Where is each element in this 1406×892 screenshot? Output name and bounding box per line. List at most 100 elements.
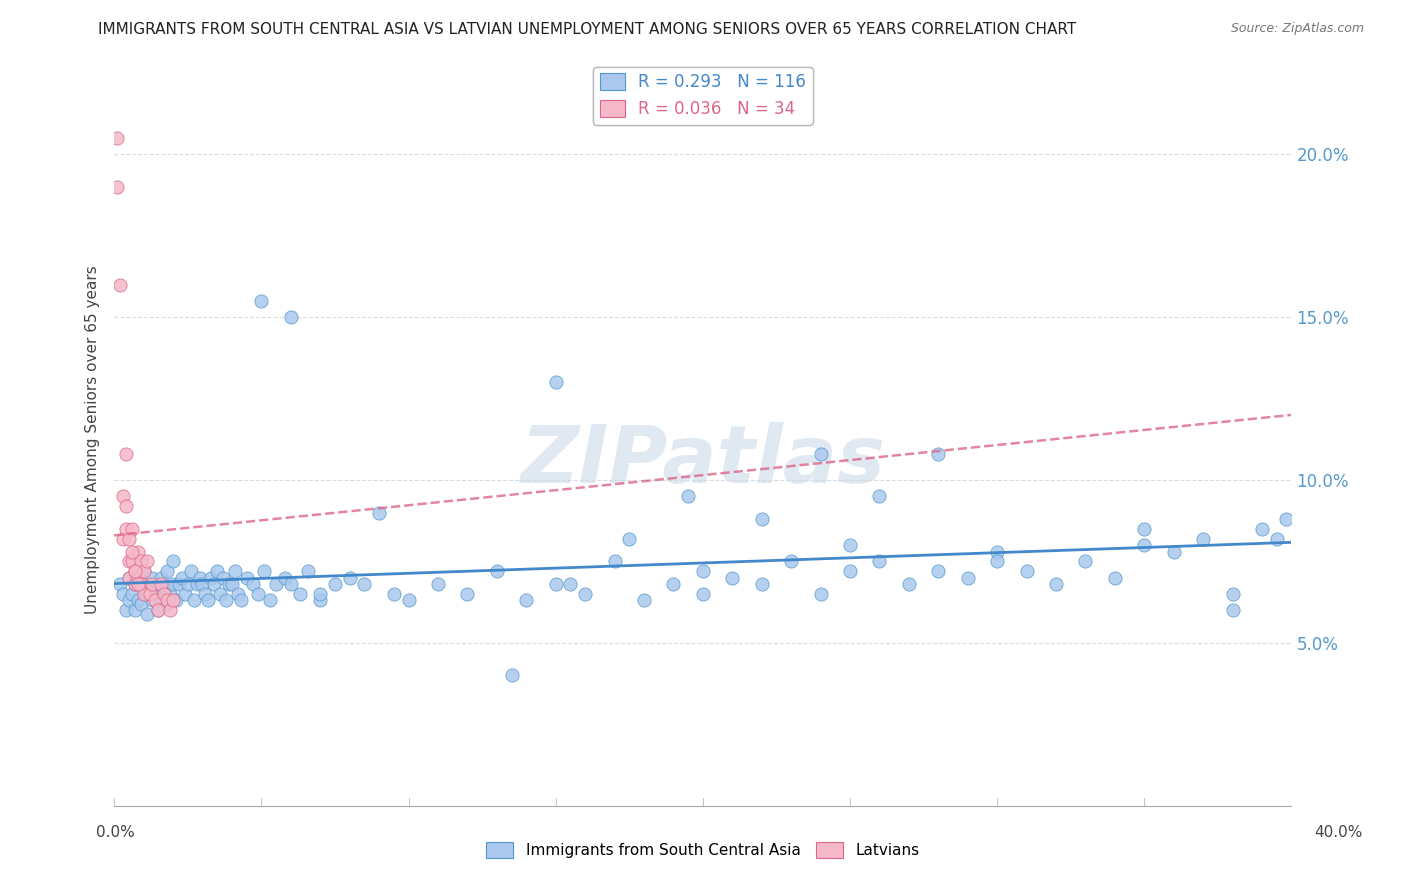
Point <box>1222 587 1244 601</box>
Point <box>574 587 596 601</box>
Point <box>280 577 302 591</box>
Point <box>986 544 1008 558</box>
Point <box>205 564 228 578</box>
Point <box>121 554 143 568</box>
Point <box>544 577 567 591</box>
Point <box>141 571 163 585</box>
Point <box>129 554 152 568</box>
Point <box>1222 603 1244 617</box>
Point <box>1104 571 1126 585</box>
Point <box>156 593 179 607</box>
Point <box>297 564 319 578</box>
Point <box>170 571 193 585</box>
Point <box>515 593 537 607</box>
Point <box>1074 554 1097 568</box>
Point <box>150 577 173 591</box>
Point <box>124 564 146 578</box>
Point <box>188 571 211 585</box>
Point <box>108 577 131 591</box>
Point <box>108 277 131 292</box>
Point <box>159 587 181 601</box>
Point <box>148 577 170 591</box>
Point <box>150 593 173 607</box>
Point <box>235 571 257 585</box>
Point <box>839 564 862 578</box>
Point <box>105 131 128 145</box>
Point <box>1045 577 1067 591</box>
Point <box>501 668 523 682</box>
Point <box>1133 522 1156 536</box>
Text: ZIPatlas: ZIPatlas <box>520 422 886 500</box>
Point <box>485 564 508 578</box>
Point <box>132 581 155 595</box>
Point <box>253 564 276 578</box>
Point <box>229 593 252 607</box>
Point <box>1251 522 1274 536</box>
Point <box>215 593 238 607</box>
Text: 0.0%: 0.0% <box>96 825 135 839</box>
Point <box>1265 532 1288 546</box>
Point <box>247 587 270 601</box>
Point <box>927 447 949 461</box>
Point <box>186 577 208 591</box>
Point <box>127 577 149 591</box>
Point <box>810 447 832 461</box>
Point <box>200 571 222 585</box>
Point <box>1192 532 1215 546</box>
Point <box>121 544 143 558</box>
Point <box>897 577 920 591</box>
Point <box>127 593 149 607</box>
Point <box>619 532 641 546</box>
Point <box>156 597 179 611</box>
Point <box>183 593 205 607</box>
Point <box>780 554 803 568</box>
Point <box>150 571 173 585</box>
Point <box>141 593 163 607</box>
Point <box>264 577 287 591</box>
Point <box>153 581 176 595</box>
Point <box>603 554 626 568</box>
Point <box>197 593 219 607</box>
Point <box>165 593 187 607</box>
Point <box>124 577 146 591</box>
Point <box>115 522 138 536</box>
Point <box>132 587 155 601</box>
Point <box>145 587 167 601</box>
Point <box>162 593 184 607</box>
Point <box>868 554 890 568</box>
Point <box>180 564 202 578</box>
Point <box>153 587 176 601</box>
Point <box>662 577 685 591</box>
Point <box>274 571 297 585</box>
Point <box>138 587 160 601</box>
Point <box>250 293 273 308</box>
Point <box>135 607 157 621</box>
Point <box>692 587 714 601</box>
Point <box>751 512 773 526</box>
Point <box>1133 538 1156 552</box>
Point <box>1015 564 1038 578</box>
Point <box>167 577 190 591</box>
Point <box>162 577 184 591</box>
Point <box>1163 544 1185 558</box>
Point <box>721 571 744 585</box>
Point <box>127 571 149 585</box>
Point <box>218 577 240 591</box>
Point <box>135 587 157 601</box>
Point <box>633 593 655 607</box>
Point <box>194 587 217 601</box>
Point <box>111 587 134 601</box>
Point <box>173 587 195 601</box>
Point <box>118 554 141 568</box>
Point <box>560 577 582 591</box>
Text: 40.0%: 40.0% <box>1315 825 1362 839</box>
Point <box>242 577 264 591</box>
Point <box>132 564 155 578</box>
Point <box>339 571 361 585</box>
Point <box>124 603 146 617</box>
Point <box>111 489 134 503</box>
Point <box>111 532 134 546</box>
Point <box>115 603 138 617</box>
Point <box>544 376 567 390</box>
Point <box>309 593 332 607</box>
